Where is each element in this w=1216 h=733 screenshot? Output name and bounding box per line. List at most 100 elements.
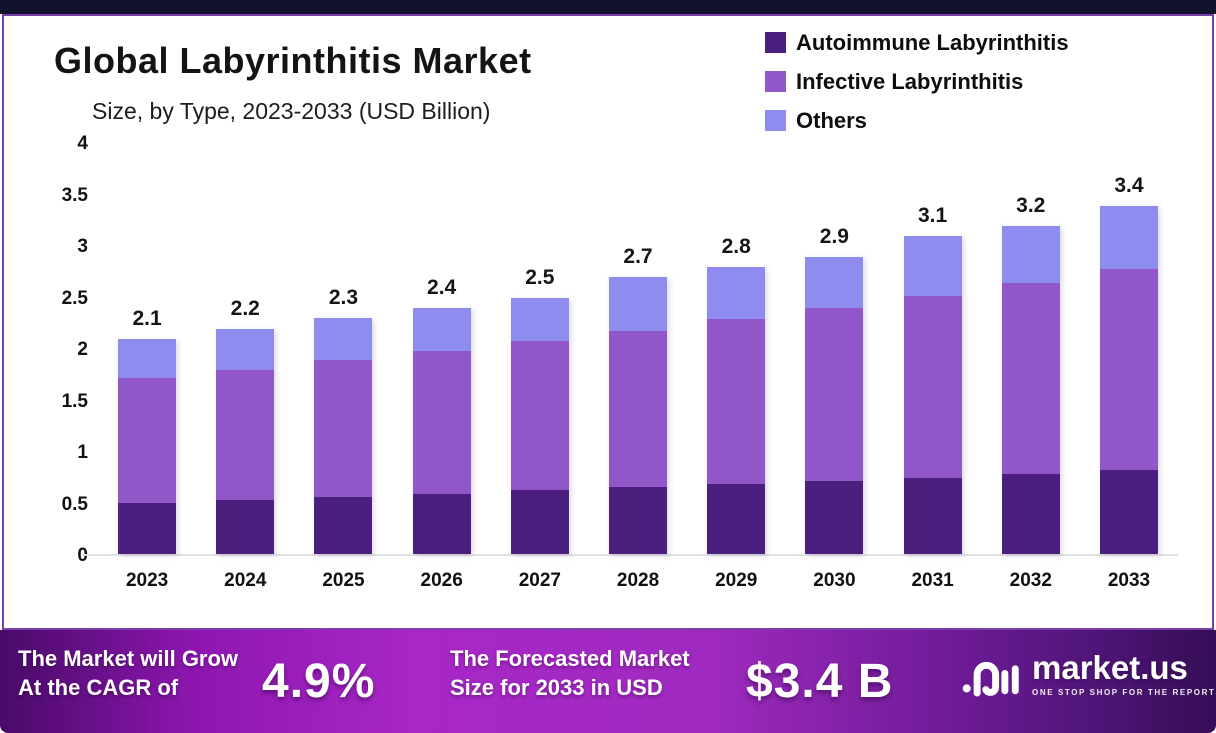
bar-segment [805, 481, 864, 554]
y-tick-label: 4 [77, 133, 88, 154]
y-tick-label: 1.5 [61, 390, 88, 412]
bar-segment [510, 490, 569, 554]
market-us-logo-icon [962, 661, 1019, 697]
brand-logo: market.us ONE STOP SHOP FOR THE REPORTS [962, 648, 1216, 700]
stacked-bar [1001, 144, 1060, 554]
bar-segment [609, 277, 668, 331]
bar-group-2027: 2.5 2027 [491, 144, 589, 591]
bar-value-label: 2.1 [132, 306, 162, 330]
bar-value-label: 2.8 [721, 235, 751, 258]
cagr-caption-line1: The Market will Grow [18, 646, 239, 671]
bar-group-2024: 2.2 2024 [196, 144, 294, 591]
page-subtitle: Size, by Type, 2023-2033 (USD Billion) [92, 98, 491, 124]
x-axis-label: 2031 [911, 570, 954, 591]
forecast-caption: The Forecasted Market Size for 2033 in U… [450, 644, 690, 702]
legend-swatch [765, 110, 786, 131]
bar-group-2028: 2.7 2028 [589, 144, 687, 591]
x-axis-label: 2028 [616, 570, 660, 591]
bar-group-2031: 3.1 2031 [884, 144, 982, 591]
bar-value-label: 2.3 [328, 286, 359, 310]
x-axis-label: 2025 [322, 570, 365, 591]
chart-panel: Global Labyrinthitis Market Size, by Typ… [2, 14, 1214, 630]
bar-segment [412, 493, 471, 554]
legend-label: Others [796, 107, 867, 133]
bar-value-label: 3.1 [917, 204, 948, 228]
legend-swatch [765, 32, 786, 53]
bar-value-label: 3.4 [1114, 173, 1144, 197]
bar-value-label: 2.4 [427, 276, 457, 299]
stacked-bar [510, 144, 569, 554]
brand-name: market.us [1032, 649, 1188, 686]
legend-item-2: Infective Labyrinthitis [765, 67, 1069, 96]
bar-segment [609, 487, 668, 554]
bar-segment [805, 308, 864, 482]
bar-group-2033: 3.4 2033 [1080, 144, 1178, 591]
bar-segment [1001, 283, 1060, 475]
bar-segment [1001, 474, 1060, 554]
legend-label: Infective Labyrinthitis [796, 68, 1024, 94]
y-tick-label: 3.5 [61, 184, 88, 206]
y-axis: 4 3.5 3 2.5 2 1.5 1 0.5 0 [26, 133, 88, 566]
stacked-bar [903, 144, 962, 554]
cagr-caption: The Market will Grow At the CAGR of [18, 644, 238, 702]
bar-group-2025: 2.3 2025 [294, 144, 392, 591]
bar-value-label: 2.5 [525, 265, 555, 289]
stacked-bar [805, 144, 864, 554]
y-tick-label: 1 [77, 442, 88, 463]
bar-segment [903, 236, 962, 296]
bar-segment [903, 295, 962, 479]
bar-segment [118, 377, 177, 503]
bar-segment [707, 267, 766, 320]
forecast-caption-line2: Size for 2033 in USD [450, 675, 663, 700]
bar-value-label: 3.2 [1016, 194, 1046, 217]
bar-segment [1099, 269, 1158, 470]
legend-swatch [765, 71, 786, 92]
bar-group-2026: 2.4 2026 [393, 144, 491, 591]
y-tick-label: 3 [77, 236, 88, 257]
bar-group-2030: 2.9 2030 [785, 144, 883, 591]
bar-segment [314, 318, 373, 361]
brand-text: market.us ONE STOP SHOP FOR THE REPORTS [1032, 649, 1216, 698]
cagr-caption-line2: At the CAGR of [18, 675, 179, 700]
bar-group-2023: 2.1 2023 [98, 144, 196, 591]
bar-segment [510, 297, 569, 341]
bar-segment [412, 308, 471, 352]
legend-label: Autoimmune Labyrinthitis [796, 29, 1069, 55]
forecast-value: $3.4 B [746, 655, 894, 708]
x-axis-label: 2026 [420, 570, 463, 591]
legend-item-3: Others [765, 106, 1069, 135]
x-axis-label: 2033 [1107, 570, 1151, 591]
legend-item-1: Autoimmune Labyrinthitis [765, 28, 1069, 57]
brand-tagline: ONE STOP SHOP FOR THE REPORTS [1032, 688, 1216, 697]
forecast-caption-line1: The Forecasted Market [450, 646, 690, 671]
bar-segment [1099, 205, 1158, 270]
bar-value-label: 2.2 [230, 296, 260, 320]
cagr-value: 4.9% [262, 655, 376, 708]
stacked-bar [314, 144, 373, 554]
bar-segment [314, 496, 373, 554]
y-tick-label: 0 [77, 545, 88, 566]
bar-segment [903, 478, 962, 554]
top-strip [0, 0, 1216, 14]
bar-value-label: 2.9 [819, 224, 849, 248]
y-tick-label: 2 [77, 339, 88, 360]
y-tick-label: 0.5 [61, 493, 88, 515]
x-axis-label: 2027 [518, 570, 561, 591]
stacked-bar [707, 144, 766, 554]
bar-group-2032: 3.2 2032 [982, 144, 1080, 591]
x-axis-label: 2024 [224, 570, 267, 591]
bar-segment [216, 499, 275, 554]
bar-segment [1001, 226, 1060, 284]
plot-bars: 2.1 2023 2.2 2024 2.3 2025 2.4 2026 2.5 2027 2.7 20… [82, 144, 1178, 591]
stacked-bar [412, 144, 471, 554]
stacked-bar [1099, 144, 1158, 554]
bar-segment [118, 338, 177, 378]
bar-segment [707, 484, 766, 554]
x-axis-label: 2032 [1009, 570, 1052, 591]
bar-segment [216, 369, 275, 500]
bar-group-2029: 2.8 2029 [687, 144, 785, 591]
chart-legend: Autoimmune Labyrinthitis Infective Labyri… [765, 28, 1069, 135]
stacked-bar [118, 144, 177, 554]
bar-segment [118, 502, 177, 554]
